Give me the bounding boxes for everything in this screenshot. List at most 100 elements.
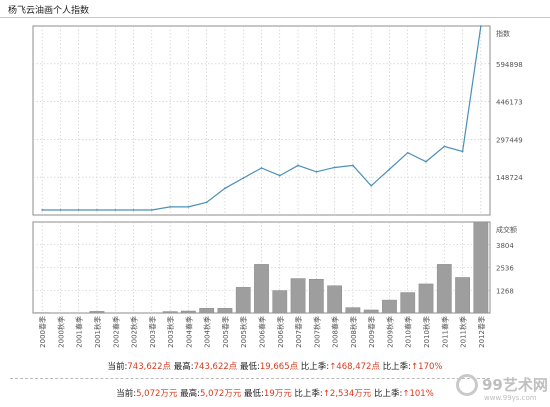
y-tick-label: 297449 (496, 136, 523, 144)
y-tick-label: 148724 (496, 174, 523, 182)
y-tick-label: 2536 (496, 265, 514, 273)
x-tick-label: 2003秋季 (166, 316, 175, 348)
y-tick-label: 3804 (496, 242, 514, 250)
volume-bar (418, 283, 434, 314)
volume-stats: 当前:5,072万元 最高:5,072万元 最低:19万元 比上季:↑2,534… (0, 387, 550, 399)
index-point (425, 160, 427, 163)
volume-bar (455, 277, 470, 314)
watermark-text: 99艺术网 (482, 376, 548, 394)
index-prev-label: 比上季: (298, 362, 330, 372)
y-tick-label: 594898 (496, 61, 523, 69)
index-line-chart: 148724 297449 446173 594898 指数 (32, 25, 523, 216)
index-point (150, 209, 153, 211)
index-point (132, 209, 135, 211)
page-title: 杨飞云油画个人指数 (8, 6, 90, 16)
index-high-label: 最高: (171, 362, 194, 372)
index-high-value: 743,622点 (193, 362, 238, 372)
index-low-label: 最低: (237, 362, 260, 372)
volume-prev-value: ↑2,534万元 (322, 389, 372, 399)
volume-current-label: 当前: (116, 389, 137, 399)
x-tick-label: 2009秋季 (385, 316, 394, 348)
index-pct-label: 比上季: (379, 362, 412, 372)
x-tick-label: 2008秋季 (349, 316, 358, 348)
volume-bar-chart: 1268 2536 3804 成交额 (32, 221, 517, 314)
x-tick-label: 2010秋季 (422, 316, 431, 348)
index-current-value: 743,622点 (127, 362, 172, 372)
x-tick-label: 2002春季 (111, 316, 120, 348)
volume-prev-label: 比上季: (291, 389, 323, 399)
index-point (278, 174, 281, 177)
volume-bar (345, 307, 361, 314)
volume-bar (436, 264, 452, 314)
y-axis-label: 指数 (496, 29, 510, 38)
volume-bar (162, 311, 178, 314)
index-point (41, 209, 44, 211)
index-point (59, 209, 62, 211)
stats-divider (10, 378, 490, 379)
watermark: 99艺术网 www.99ys.com (456, 372, 550, 407)
watermark-url: www.99ys.com (484, 394, 537, 402)
x-tick-label: 2006春季 (258, 316, 267, 348)
x-tick-label: 2008春季 (331, 316, 340, 348)
index-point (352, 164, 354, 167)
index-point (479, 25, 482, 27)
x-tick-label: 2009春季 (367, 316, 376, 348)
header-bar: 杨飞云油画个人指数 (0, 0, 550, 18)
index-point (114, 209, 117, 211)
volume-bar (363, 309, 379, 314)
watermark-logo-icon (456, 374, 478, 396)
y-tick-label: 446173 (496, 99, 523, 107)
volume-bar (327, 285, 342, 314)
x-axis-labels: 2000春季 2000秋季 2001春季 2001秋季 2002春季 2002秋季 2003… (38, 316, 486, 348)
index-point (443, 145, 446, 148)
index-point (187, 205, 190, 208)
x-tick-label: 2007秋季 (312, 316, 321, 348)
volume-high-label: 最高: (177, 389, 200, 399)
volume-bar (235, 287, 251, 314)
x-tick-label: 2006秋季 (276, 316, 285, 348)
index-point (205, 201, 208, 204)
volume-bar (199, 308, 215, 314)
x-tick-label: 2003春季 (148, 316, 157, 348)
x-tick-label: 2001春季 (75, 316, 84, 348)
index-point (169, 205, 172, 208)
volume-bar (473, 221, 489, 314)
index-current-label: 当前: (107, 362, 128, 372)
index-point (406, 151, 409, 154)
volume-bar (272, 290, 288, 314)
index-low-value: 19,665点 (259, 362, 299, 372)
index-pct-value: ↑170% (411, 362, 443, 372)
index-point (315, 170, 318, 173)
index-point (77, 209, 80, 211)
x-tick-label: 2001秋季 (93, 316, 102, 348)
index-point (370, 184, 373, 187)
volume-bar (400, 292, 416, 314)
volume-current-value: 5,072万元 (136, 389, 178, 399)
x-tick-label: 2004春季 (184, 316, 193, 348)
volume-bar (254, 264, 269, 314)
index-point (96, 209, 98, 211)
index-point (260, 167, 263, 169)
x-tick-label: 2011春季 (440, 316, 449, 348)
x-tick-label: 2000春季 (38, 316, 47, 348)
x-tick-label: 2004秋季 (203, 316, 212, 348)
volume-pct-value: ↑101% (402, 389, 434, 399)
index-point (388, 168, 391, 171)
index-point (242, 177, 245, 180)
index-point (297, 164, 299, 167)
index-point (461, 150, 464, 153)
y-axis-label: 成交额 (496, 225, 517, 234)
volume-bar (308, 279, 324, 314)
volume-low-value: 19万元 (263, 389, 292, 399)
x-tick-label: 2012春季 (477, 316, 486, 348)
volume-bar (217, 308, 233, 314)
index-prev-value: ↑468,472点 (329, 362, 380, 372)
x-tick-label: 2011秋季 (459, 316, 468, 348)
index-point (224, 187, 226, 190)
volume-bar (290, 278, 306, 314)
x-tick-label: 2000秋季 (56, 316, 65, 348)
volume-pct-label: 比上季: (371, 389, 403, 399)
x-tick-label: 2002秋季 (130, 316, 139, 348)
volume-bar (181, 310, 196, 314)
index-point (333, 166, 336, 169)
